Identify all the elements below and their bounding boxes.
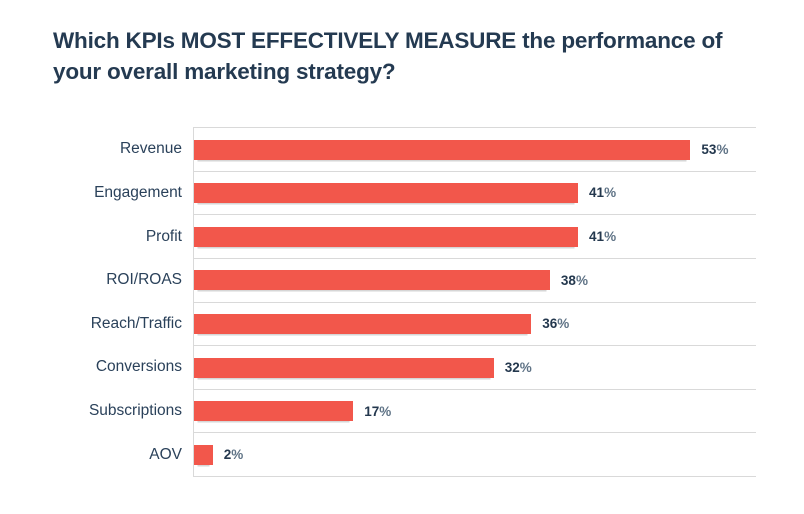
value-number: 2 (223, 447, 232, 463)
value-number: 36 (542, 316, 558, 332)
value-number: 41 (589, 185, 605, 201)
value-suffix: % (519, 359, 532, 375)
value-number: 41 (589, 229, 605, 245)
value-label: 41% (589, 172, 616, 215)
bar (194, 444, 213, 465)
value-number: 17 (364, 403, 380, 419)
bar (194, 226, 579, 247)
value-number: 53 (701, 141, 717, 157)
bar (194, 270, 550, 291)
chart-row: Profit 41% (146, 214, 756, 258)
value-label: 2% (224, 433, 244, 476)
category-label: Reach/Traffic (90, 314, 182, 332)
chart-title: Which KPIs MOST EFFECTIVELY MEASURE the … (53, 25, 773, 87)
category-label: AOV (149, 445, 182, 463)
value-label: 36% (542, 303, 569, 346)
value-suffix: % (379, 403, 392, 419)
value-label: 17% (364, 390, 391, 433)
bar (194, 314, 532, 334)
chart-row: Engagement 41% (94, 170, 756, 215)
value-suffix: % (557, 316, 570, 332)
bar-chart: Revenue 53% Engagement 41% Profit 41% ROI/ROAS… (89, 127, 756, 477)
chart-row: Reach/Traffic 36% (91, 301, 756, 346)
category-label: Subscriptions (88, 402, 182, 420)
value-label: 32% (505, 346, 532, 389)
chart-row: Subscriptions 17% (89, 388, 756, 433)
chart-title-line-2: your overall marketing strategy? (53, 59, 396, 84)
value-number: 38 (560, 272, 576, 288)
chart-title-line-1: Which KPIs MOST EFFECTIVELY MEASURE the … (53, 28, 723, 53)
value-number: 32 (504, 359, 520, 375)
value-suffix: % (604, 229, 617, 245)
bar (194, 357, 494, 378)
bar (194, 183, 579, 204)
value-suffix: % (575, 272, 588, 288)
bar (194, 401, 354, 422)
chart-row: ROI/ROAS 38% (106, 257, 756, 302)
value-label: 38% (561, 259, 588, 302)
bar (194, 139, 691, 160)
category-label: Engagement (94, 183, 182, 201)
value-label: 53% (701, 128, 728, 171)
value-suffix: % (231, 447, 244, 463)
value-suffix: % (716, 141, 729, 157)
value-suffix: % (604, 185, 617, 201)
category-label: Revenue (119, 140, 182, 158)
chart-row: AOV 2% (149, 432, 756, 476)
category-label: Profit (145, 227, 182, 245)
category-label: ROI/ROAS (106, 271, 182, 289)
category-label: Conversions (95, 358, 182, 376)
value-label: 41% (589, 215, 616, 258)
chart-row: Revenue 53% (120, 127, 756, 171)
chart-row: Conversions 32% (96, 345, 756, 389)
